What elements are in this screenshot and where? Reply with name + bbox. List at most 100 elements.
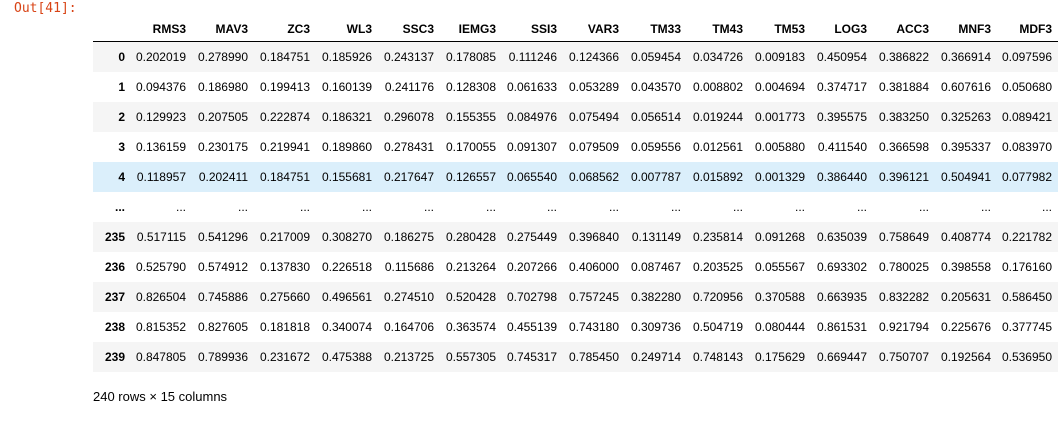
column-header-index [93,16,131,42]
table-cell: 0.219941 [259,140,310,154]
table-cell: 0.520428 [445,290,496,304]
table-cell: ... [237,200,248,214]
table-cell: 0.847805 [135,350,186,364]
table-cell: 0.202411 [198,170,248,184]
table-cell: 0.406000 [568,260,619,274]
table-cell: 0.386822 [878,50,929,64]
table-cell: 0.745886 [197,290,248,304]
table-cell: ... [670,200,681,214]
row-index: 235 [104,230,125,244]
row-index: 239 [104,350,125,364]
table-cell: 0.832282 [878,290,929,304]
table-cell: 0.136159 [135,140,186,154]
dataframe-table: RMS3 MAV3 ZC3 WL3 SSC3 IEMG3 SSI3 VAR3 TM33 TM43 T… [93,16,1058,372]
table-cell: 0.091268 [754,230,805,244]
table-cell: 0.231672 [259,350,310,364]
table-cell: 0.124366 [568,50,619,64]
table-cell: 0.226518 [321,260,372,274]
table-cell: 0.921794 [878,320,929,334]
table-row: 1 0.094376 0.186980 0.199413 0.160139 0.24117… [93,72,1058,102]
table-cell: 0.009183 [754,50,805,64]
table-row: 3 0.136159 0.230175 0.219941 0.189860 0.27843… [93,132,1058,162]
table-cell: 0.137830 [259,260,310,274]
table-cell: 0.192564 [940,350,991,364]
table-cell: 0.097596 [1001,50,1052,64]
table-cell: 0.235814 [692,230,743,244]
table-cell: 0.186980 [197,80,248,94]
table-cell: 0.087467 [630,260,681,274]
table-row: 237 0.826504 0.745886 0.275660 0.496561 0.274… [93,282,1058,312]
table-cell: 0.186321 [321,110,372,124]
table-cell: 0.455139 [506,320,557,334]
table-cell: 0.005880 [754,140,805,154]
table-cell: 0.222874 [259,110,310,124]
table-cell: ... [361,200,372,214]
table-row: 236 0.525790 0.574912 0.137830 0.226518 0.115… [93,252,1058,282]
table-cell: ... [794,200,805,214]
table-cell: 0.745317 [506,350,557,364]
table-cell: 0.758649 [878,230,929,244]
column-header: SSI3 [502,16,563,42]
table-cell: 0.079509 [568,140,619,154]
table-cell: 0.340074 [321,320,372,334]
table-cell: ... [299,200,310,214]
table-cell: 0.395575 [816,110,867,124]
table-cell: 0.574912 [197,260,248,274]
table-cell: 0.411540 [817,140,867,154]
table-cell: 0.363574 [445,320,496,334]
table-cell: 0.789936 [197,350,248,364]
table-cell: 0.395337 [940,140,991,154]
table-cell: 0.702798 [506,290,557,304]
table-cell: 0.607616 [940,80,991,94]
table-cell: 0.091307 [506,140,557,154]
table-cell: 0.517115 [136,230,186,244]
table-cell: 0.176160 [1001,260,1052,274]
table-header-row: RMS3 MAV3 ZC3 WL3 SSC3 IEMG3 SSI3 VAR3 TM33 TM43 T… [93,16,1058,42]
dataframe-output: RMS3 MAV3 ZC3 WL3 SSC3 IEMG3 SSI3 VAR3 TM33 TM43 T… [93,16,1058,372]
table-cell: 0.089421 [1001,110,1052,124]
table-row: ........................................… [93,192,1058,222]
table-cell: 0.213725 [383,350,434,364]
column-header: TM53 [749,16,811,42]
table-cell: 0.129923 [135,110,186,124]
table-cell: 0.504719 [692,320,743,334]
table-cell: 0.475388 [321,350,372,364]
table-cell: 0.155355 [445,110,496,124]
table-cell: 0.635039 [816,230,867,244]
table-cell: 0.861531 [816,320,867,334]
table-cell: 0.061633 [506,80,557,94]
column-header: MAV3 [192,16,254,42]
table-cell: 0.034726 [692,50,743,64]
table-cell: 0.012561 [692,140,743,154]
table-cell: 0.669447 [816,350,867,364]
table-cell: 0.757245 [568,290,619,304]
table-cell: 0.366598 [878,140,929,154]
table-cell: 0.241176 [384,80,434,94]
table-cell: 0.525790 [135,260,186,274]
column-header: RMS3 [131,16,192,42]
table-cell: 0.383250 [878,110,929,124]
table-cell: 0.111246 [508,50,557,64]
table-cell: 0.720956 [692,290,743,304]
table-cell: ... [732,200,743,214]
table-row: 0 0.202019 0.278990 0.184751 0.185926 0.24313… [93,41,1058,72]
table-cell: 0.205631 [940,290,991,304]
table-cell: 0.827605 [197,320,248,334]
table-cell: 0.050680 [1001,80,1052,94]
table-cell: 0.075494 [568,110,619,124]
table-cell: 0.004694 [754,80,805,94]
table-cell: 0.381884 [878,80,929,94]
row-index: 0 [118,50,125,64]
table-cell: 0.084976 [506,110,557,124]
table-cell: 0.249714 [630,350,681,364]
table-cell: 0.243137 [383,50,434,64]
row-index: 238 [104,320,125,334]
table-cell: 0.175629 [754,350,805,364]
table-cell: 0.207505 [197,110,248,124]
row-index: 3 [118,140,125,154]
column-header: MDF3 [997,16,1058,42]
table-cell: 0.663935 [816,290,867,304]
table-cell: 0.275449 [506,230,557,244]
table-cell: ... [608,200,619,214]
